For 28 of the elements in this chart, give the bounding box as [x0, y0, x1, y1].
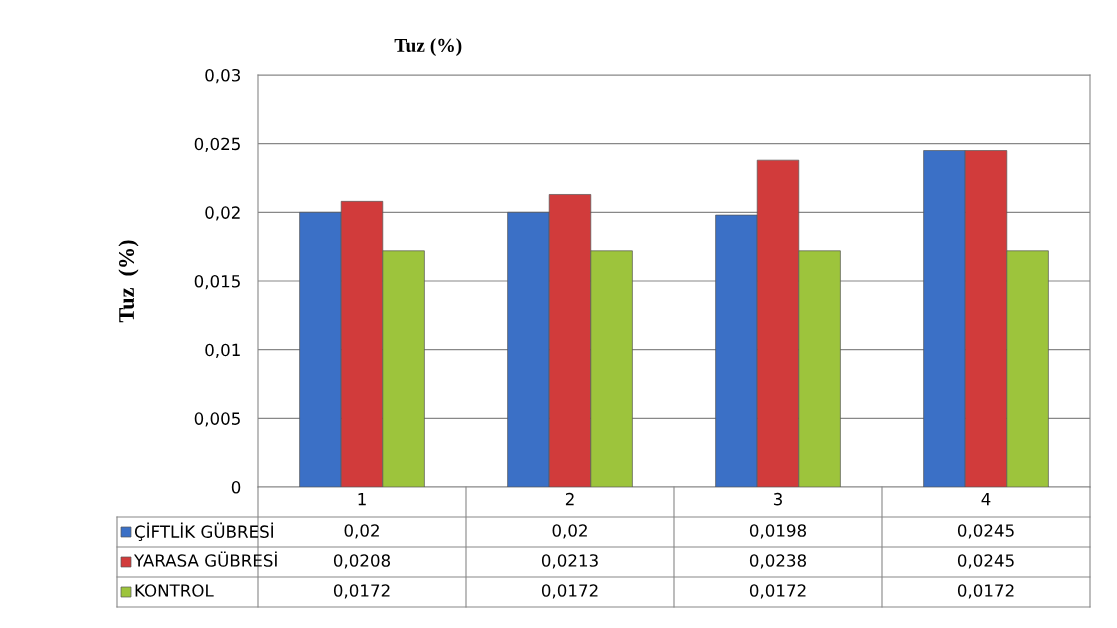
- data-label: 0,0172: [957, 584, 1014, 599]
- x-tick-label: 2: [565, 492, 574, 506]
- x-tick-label: 4: [981, 493, 991, 506]
- y-axis-title: Tuz (%): [118, 240, 139, 323]
- y-tick-label: 0,015: [194, 274, 240, 290]
- y-tick-label: 0,03: [205, 68, 240, 84]
- y-tick-label: 0,025: [194, 137, 240, 152]
- data-label: 0,0213: [541, 554, 598, 569]
- data-label: 0,02: [344, 524, 379, 539]
- data-label: 0,02: [552, 524, 587, 539]
- chart-title: Tuz (%): [394, 38, 462, 56]
- data-label: 0,0172: [541, 584, 598, 599]
- data-label: 0,0245: [957, 524, 1014, 539]
- legend-label: KONTROL: [135, 584, 214, 597]
- data-label: 0,0208: [333, 554, 391, 569]
- data-label: 0,0172: [333, 584, 390, 599]
- y-tick-label: 0: [231, 480, 241, 494]
- data-label: 0,0172: [749, 584, 806, 599]
- x-tick-label: 3: [773, 492, 782, 506]
- data-label: 0,0245: [957, 554, 1014, 569]
- y-tick-label: 0,02: [205, 206, 240, 221]
- legend-label: ÇİFTLİK GÜBRESİ: [134, 522, 273, 541]
- y-tick-label: 0,01: [205, 343, 240, 358]
- legend-label: YARASA GÜBRESİ: [133, 551, 277, 567]
- x-tick-label: 1: [358, 493, 366, 506]
- data-label: 0,0238: [749, 554, 807, 569]
- data-label: 0,0198: [749, 524, 807, 539]
- y-tick-label: 0,005: [194, 412, 240, 427]
